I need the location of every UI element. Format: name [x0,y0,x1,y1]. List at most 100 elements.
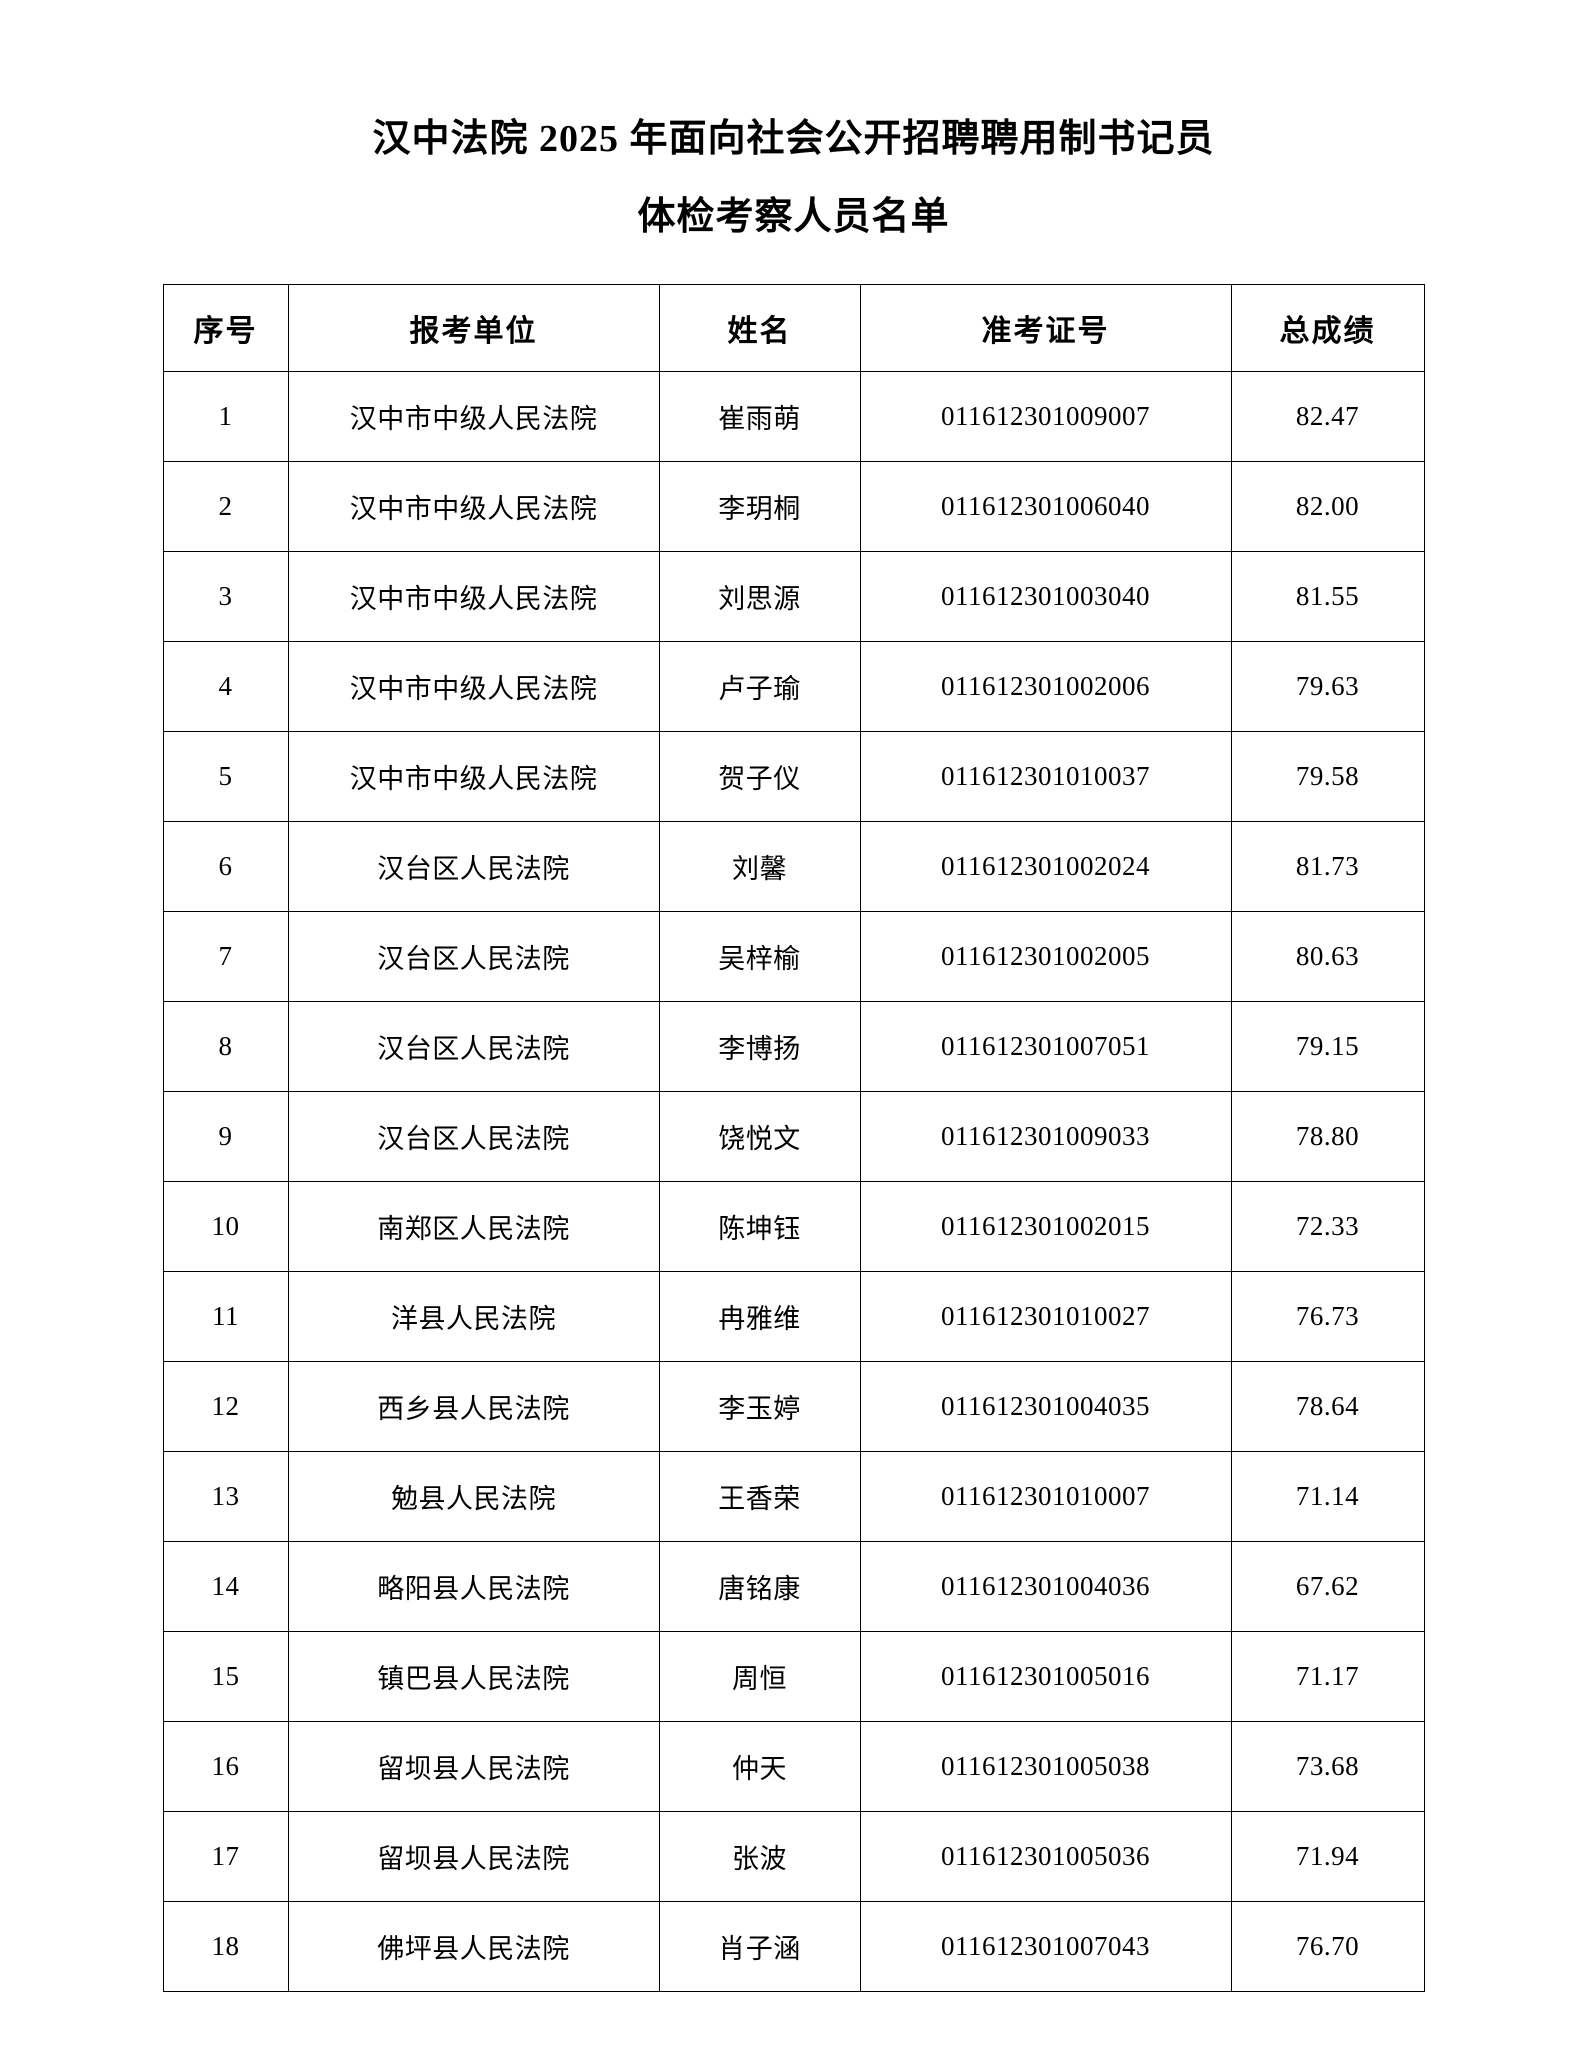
cell-ticket: 011612301007043 [859,1901,1232,1992]
cell-score: 79.15 [1230,1001,1425,1092]
cell-ticket: 011612301005038 [859,1721,1232,1812]
cell-score: 79.63 [1230,641,1425,732]
cell-score: 71.14 [1230,1451,1425,1542]
cell-unit: 镇巴县人民法院 [287,1631,660,1722]
cell-score: 80.63 [1230,911,1425,1002]
cell-score: 76.73 [1230,1271,1425,1362]
cell-index: 1 [162,371,289,462]
cell-index: 18 [162,1901,289,1992]
cell-name: 李玉婷 [658,1361,861,1452]
cell-index: 7 [162,911,289,1002]
cell-name: 吴梓榆 [658,911,861,1002]
cell-name: 王香荣 [658,1451,861,1542]
cell-score: 71.94 [1230,1811,1425,1902]
column-header-ticket: 准考证号 [859,284,1232,372]
cell-unit: 汉中市中级人民法院 [287,371,660,462]
table-row: 11 洋县人民法院 冉雅维 011612301010027 76.73 [162,1271,1425,1362]
column-header-unit: 报考单位 [287,284,660,372]
cell-score: 73.68 [1230,1721,1425,1812]
cell-unit: 留坝县人民法院 [287,1811,660,1902]
cell-index: 8 [162,1001,289,1092]
cell-ticket: 011612301010027 [859,1271,1232,1362]
table-row: 2 汉中市中级人民法院 李玥桐 011612301006040 82.00 [162,461,1425,552]
cell-index: 9 [162,1091,289,1182]
cell-score: 67.62 [1230,1541,1425,1632]
cell-name: 李玥桐 [658,461,861,552]
table-row: 15 镇巴县人民法院 周恒 011612301005016 71.17 [162,1631,1425,1722]
cell-index: 14 [162,1541,289,1632]
cell-unit: 汉台区人民法院 [287,1001,660,1092]
table-row: 1 汉中市中级人民法院 崔雨萌 011612301009007 82.47 [162,371,1425,462]
cell-unit: 略阳县人民法院 [287,1541,660,1632]
table-body: 1 汉中市中级人民法院 崔雨萌 011612301009007 82.47 2 汉中市中级人… [162,371,1425,1992]
page-title-line-1: 汉中法院 2025 年面向社会公开招聘聘用制书记员 [372,118,1215,160]
table-row: 13 勉县人民法院 王香荣 011612301010007 71.14 [162,1451,1425,1542]
column-header-score: 总成绩 [1230,284,1425,372]
cell-ticket: 011612301005016 [859,1631,1232,1722]
table-header-row: 序号 报考单位 姓名 准考证号 总成绩 [162,284,1425,372]
cell-name: 周恒 [658,1631,861,1722]
cell-index: 11 [162,1271,289,1362]
cell-score: 81.73 [1230,821,1425,912]
cell-index: 3 [162,551,289,642]
table-row: 16 留坝县人民法院 仲天 011612301005038 73.68 [162,1721,1425,1812]
cell-index: 10 [162,1181,289,1272]
cell-score: 78.80 [1230,1091,1425,1182]
page-title-line-2: 体检考察人员名单 [637,196,950,238]
cell-unit: 佛坪县人民法院 [287,1901,660,1992]
table-row: 6 汉台区人民法院 刘馨 011612301002024 81.73 [162,821,1425,912]
cell-name: 肖子涵 [658,1901,861,1992]
cell-index: 13 [162,1451,289,1542]
document-title-block: 汉中法院 2025 年面向社会公开招聘聘用制书记员 体检考察人员名单 [0,0,1587,248]
cell-score: 76.70 [1230,1901,1425,1992]
cell-ticket: 011612301003040 [859,551,1232,642]
cell-name: 崔雨萌 [658,371,861,462]
cell-name: 饶悦文 [658,1091,861,1182]
column-header-index: 序号 [162,284,289,372]
cell-name: 李博扬 [658,1001,861,1092]
cell-name: 仲天 [658,1721,861,1812]
cell-index: 17 [162,1811,289,1902]
cell-name: 唐铭康 [658,1541,861,1632]
table-row: 7 汉台区人民法院 吴梓榆 011612301002005 80.63 [162,911,1425,1002]
cell-unit: 西乡县人民法院 [287,1361,660,1452]
table-row: 17 留坝县人民法院 张波 011612301005036 71.94 [162,1811,1425,1902]
cell-unit: 勉县人民法院 [287,1451,660,1542]
cell-ticket: 011612301009033 [859,1091,1232,1182]
cell-score: 81.55 [1230,551,1425,642]
cell-unit: 汉台区人民法院 [287,1091,660,1182]
cell-ticket: 011612301009007 [859,371,1232,462]
cell-score: 78.64 [1230,1361,1425,1452]
cell-name: 陈坤钰 [658,1181,861,1272]
cell-name: 贺子仪 [658,731,861,822]
cell-ticket: 011612301002015 [859,1181,1232,1272]
cell-unit: 洋县人民法院 [287,1271,660,1362]
cell-score: 82.47 [1230,371,1425,462]
cell-unit: 汉台区人民法院 [287,821,660,912]
cell-index: 2 [162,461,289,552]
cell-ticket: 011612301002006 [859,641,1232,732]
cell-ticket: 011612301006040 [859,461,1232,552]
cell-unit: 汉中市中级人民法院 [287,461,660,552]
cell-unit: 汉中市中级人民法院 [287,641,660,732]
column-header-name: 姓名 [658,284,861,372]
cell-index: 15 [162,1631,289,1722]
table-header: 序号 报考单位 姓名 准考证号 总成绩 [162,284,1425,372]
cell-name: 冉雅维 [658,1271,861,1362]
roster-table: 序号 报考单位 姓名 准考证号 总成绩 1 汉中市中级人民法院 崔雨萌 0116123… [162,284,1425,1992]
cell-name: 刘思源 [658,551,861,642]
roster-table-wrapper: 序号 报考单位 姓名 准考证号 总成绩 1 汉中市中级人民法院 崔雨萌 0116123… [0,284,1587,1992]
table-row: 14 略阳县人民法院 唐铭康 011612301004036 67.62 [162,1541,1425,1632]
cell-name: 卢子瑜 [658,641,861,732]
cell-unit: 汉中市中级人民法院 [287,731,660,822]
cell-name: 张波 [658,1811,861,1902]
cell-score: 79.58 [1230,731,1425,822]
table-row: 4 汉中市中级人民法院 卢子瑜 011612301002006 79.63 [162,641,1425,732]
cell-ticket: 011612301004036 [859,1541,1232,1632]
table-row: 18 佛坪县人民法院 肖子涵 011612301007043 76.70 [162,1901,1425,1992]
cell-unit: 留坝县人民法院 [287,1721,660,1812]
table-row: 3 汉中市中级人民法院 刘思源 011612301003040 81.55 [162,551,1425,642]
cell-unit: 南郑区人民法院 [287,1181,660,1272]
cell-ticket: 011612301005036 [859,1811,1232,1902]
